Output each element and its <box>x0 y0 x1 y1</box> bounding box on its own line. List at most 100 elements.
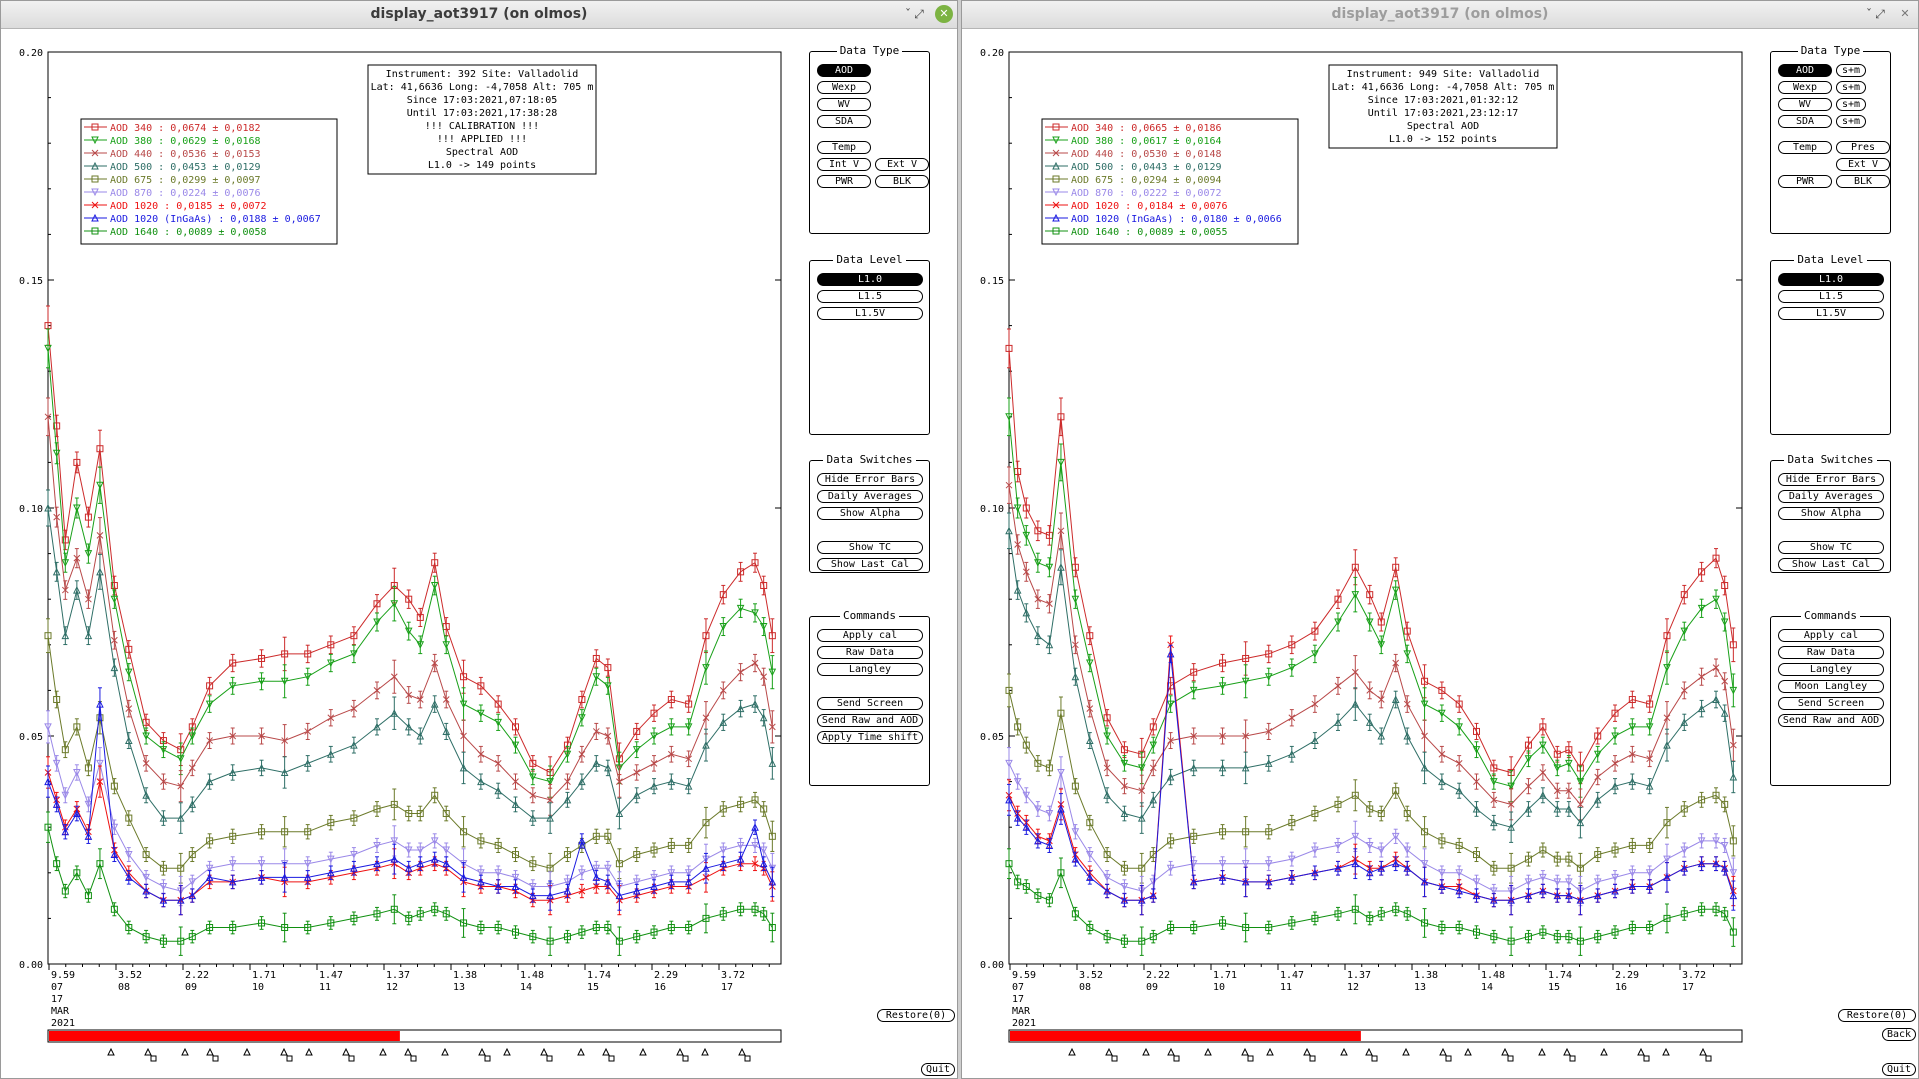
marker-triangle-down <box>1507 782 1515 791</box>
marker-square <box>1149 723 1157 731</box>
temp-button[interactable]: Temp <box>817 141 871 154</box>
marker-triangle-down <box>1013 504 1022 513</box>
marker-square <box>460 828 468 836</box>
ext-v-button[interactable]: Ext V <box>875 158 929 171</box>
back-button[interactable]: Back <box>1882 1028 1916 1041</box>
close-icon[interactable]: ✕ <box>1900 7 1910 20</box>
s-m-button[interactable]: s+m <box>1836 81 1866 94</box>
show-alpha-button[interactable]: Show Alpha <box>817 507 923 520</box>
show-last-cal-button[interactable]: Show Last Cal <box>817 558 923 571</box>
marker-triangle <box>1103 886 1111 895</box>
wv-button[interactable]: WV <box>817 98 871 111</box>
aod-button[interactable]: AOD <box>817 64 871 77</box>
series-aod-500 <box>1005 512 1738 843</box>
restore-button[interactable]: Restore(0) <box>1838 1009 1916 1022</box>
title-bar[interactable]: display_aot3917 (on olmos) ˇ ⤢ ✕ <box>1 1 957 29</box>
apply-cal-button[interactable]: Apply cal <box>1778 629 1884 642</box>
level-l1-5v-button[interactable]: L1.5V <box>1778 307 1884 320</box>
marker-triangle <box>61 631 70 640</box>
legend-entry-label: AOD 500 <box>110 162 152 173</box>
daily-averages-button[interactable]: Daily Averages <box>1778 490 1884 503</box>
title-bar[interactable]: display_aot3917 (on olmos) ˇ ⤢ ✕ <box>962 1 1918 29</box>
langley-button[interactable]: Langley <box>1778 663 1884 676</box>
wv-button[interactable]: WV <box>1778 98 1832 111</box>
marker-triangle-down <box>1680 627 1689 636</box>
s-m-button[interactable]: s+m <box>1836 98 1866 111</box>
wexp-button[interactable]: Wexp <box>817 81 871 94</box>
timeline-square <box>1569 1055 1576 1062</box>
raw-data-button[interactable]: Raw Data <box>817 646 923 659</box>
info-line: Spectral AOD <box>1407 121 1479 132</box>
marker-square <box>281 828 289 836</box>
marker-triangle <box>1052 161 1060 170</box>
show-alpha-button[interactable]: Show Alpha <box>1778 507 1884 520</box>
daily-averages-button[interactable]: Daily Averages <box>817 490 923 503</box>
hide-error-bars-button[interactable]: Hide Error Bars <box>1778 473 1884 486</box>
marker-triangle-down <box>511 873 520 882</box>
marker-x <box>1138 787 1146 795</box>
apply-cal-button[interactable]: Apply cal <box>817 629 923 642</box>
minimize-icon[interactable]: ˇ <box>1866 7 1872 21</box>
maximize-icon[interactable]: ⤢ <box>1875 7 1885 21</box>
pwr-button[interactable]: PWR <box>817 175 871 188</box>
marker-triangle-down <box>1490 887 1498 896</box>
marker-triangle <box>1539 886 1547 895</box>
aod-button[interactable]: AOD <box>1778 64 1832 77</box>
temp-button[interactable]: Temp <box>1778 141 1832 154</box>
s-m-button[interactable]: s+m <box>1836 64 1866 77</box>
marker-triangle <box>1645 882 1654 890</box>
int-v-button[interactable]: Int V <box>817 158 871 171</box>
timeline-triangle <box>342 1047 350 1056</box>
moon-langley-button[interactable]: Moon Langley <box>1778 680 1884 693</box>
langley-button[interactable]: Langley <box>817 663 923 676</box>
marker-square <box>431 791 439 799</box>
level-l1-0-button[interactable]: L1.0 <box>1778 273 1884 286</box>
apply-time-shift-button[interactable]: Apply Time shift <box>817 731 923 744</box>
aod-chart[interactable]: 0.200.150.100.050.009.590717MAR20213.520… <box>962 1 1919 1079</box>
y-tick-label: 0.05 <box>980 732 1004 743</box>
marker-square <box>1576 864 1584 872</box>
pres-button[interactable]: Pres <box>1836 141 1890 154</box>
aod-chart[interactable]: 0.200.150.100.050.009.590717MAR20213.520… <box>1 1 958 1079</box>
sda-button[interactable]: SDA <box>817 115 871 128</box>
marker-square <box>206 924 214 932</box>
legend-entry-label: AOD 1020 (InGaAs) <box>110 214 212 225</box>
send-raw-and-aod-button[interactable]: Send Raw and AOD <box>817 714 923 727</box>
marker-triangle <box>494 786 502 795</box>
send-screen-button[interactable]: Send Screen <box>1778 697 1884 710</box>
marker-triangle <box>61 827 70 836</box>
timeline-square <box>1309 1055 1316 1062</box>
level-l1-5-button[interactable]: L1.5 <box>817 290 923 303</box>
marker-triangle-down <box>1351 832 1360 841</box>
marker-square <box>1242 654 1250 662</box>
pwr-button[interactable]: PWR <box>1778 175 1832 188</box>
level-l1-5v-button[interactable]: L1.5V <box>817 307 923 320</box>
quit-button[interactable]: Quit <box>921 1063 955 1076</box>
legend-entry-stats: : 0,0185 ± 0,0072 <box>164 201 266 212</box>
marker-triangle-down <box>96 759 104 768</box>
close-icon[interactable]: ✕ <box>935 5 953 23</box>
s-m-button[interactable]: s+m <box>1836 115 1866 128</box>
blk-button[interactable]: BLK <box>1836 175 1890 188</box>
blk-button[interactable]: BLK <box>875 175 929 188</box>
marker-triangle-down <box>1034 805 1042 814</box>
send-screen-button[interactable]: Send Screen <box>817 697 923 710</box>
quit-button[interactable]: Quit <box>1882 1063 1916 1076</box>
show-last-cal-button[interactable]: Show Last Cal <box>1778 558 1884 571</box>
minimize-icon[interactable]: ˇ <box>905 7 911 21</box>
wexp-button[interactable]: Wexp <box>1778 81 1832 94</box>
send-raw-and-aod-button[interactable]: Send Raw and AOD <box>1778 714 1884 727</box>
sda-button[interactable]: SDA <box>1778 115 1832 128</box>
restore-button[interactable]: Restore(0) <box>877 1009 955 1022</box>
raw-data-button[interactable]: Raw Data <box>1778 646 1884 659</box>
ext-v-button[interactable]: Ext V <box>1836 158 1890 171</box>
hide-error-bars-button[interactable]: Hide Error Bars <box>817 473 923 486</box>
level-l1-5-button[interactable]: L1.5 <box>1778 290 1884 303</box>
maximize-icon[interactable]: ⤢ <box>914 7 924 21</box>
level-l1-0-button[interactable]: L1.0 <box>817 273 923 286</box>
show-tc-button[interactable]: Show TC <box>1778 541 1884 554</box>
marker-triangle <box>1403 731 1412 740</box>
show-tc-button[interactable]: Show TC <box>817 541 923 554</box>
marker-x <box>760 673 768 681</box>
marker-square <box>1438 924 1446 932</box>
